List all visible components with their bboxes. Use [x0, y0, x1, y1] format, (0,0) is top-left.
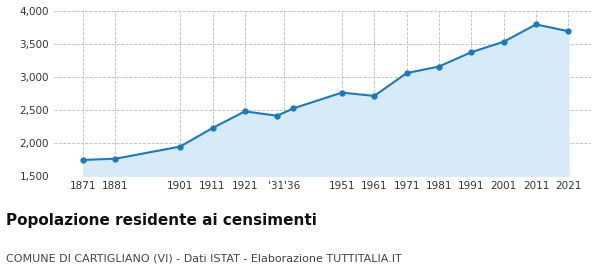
Text: COMUNE DI CARTIGLIANO (VI) - Dati ISTAT - Elaborazione TUTTITALIA.IT: COMUNE DI CARTIGLIANO (VI) - Dati ISTAT … [6, 254, 402, 264]
Text: Popolazione residente ai censimenti: Popolazione residente ai censimenti [6, 213, 317, 228]
